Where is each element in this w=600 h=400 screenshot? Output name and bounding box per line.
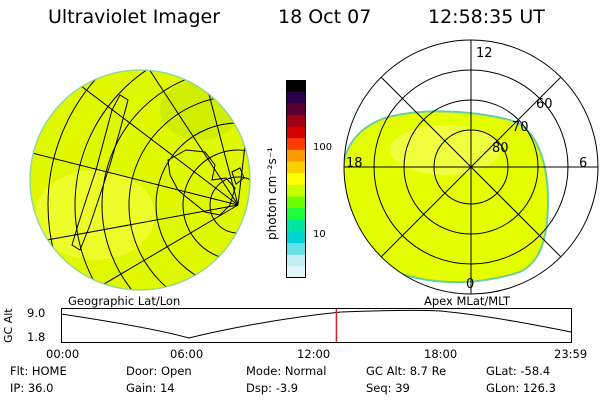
info-gc-alt: GC Alt: 8.7 Re (366, 364, 447, 378)
colorbar-tick-10: 10 (313, 229, 326, 240)
time-label: 12:58:35 UT (428, 6, 545, 28)
colorbar-segment (286, 114, 306, 128)
polar-emission-region (344, 110, 550, 284)
colorbar-segment (286, 231, 306, 244)
mlt-label-12: 12 (476, 46, 493, 61)
mlat-label-70: 70 (512, 120, 529, 135)
altitude-curve (61, 309, 572, 339)
colorbar-unit-label: photon cm⁻²s⁻¹ (265, 147, 279, 240)
info-gain: Gain: 14 (126, 381, 175, 395)
info-glat: GLat: -58.4 (486, 364, 551, 378)
info-seq: Seq: 39 (366, 381, 410, 395)
mlat-label-80: 80 (492, 141, 509, 156)
altitude-xtick-0: 00:00 (46, 347, 80, 361)
colorbar (286, 80, 306, 278)
mlt-label-18: 18 (346, 156, 363, 171)
colorbar-segment (286, 266, 306, 278)
colorbar-segment (286, 80, 306, 93)
colorbar-segment (286, 161, 306, 174)
mlt-label-6: 6 (579, 156, 588, 171)
mlat-label-60: 60 (536, 97, 553, 112)
info-ip: IP: 36.0 (10, 381, 54, 395)
date-label: 18 Oct 07 (278, 6, 372, 28)
altitude-tick-min: 1.8 (27, 330, 46, 344)
info-mode: Mode: Normal (246, 364, 327, 378)
colorbar-segment (286, 138, 306, 151)
polar-grid (343, 39, 599, 295)
colorbar-segment (286, 196, 306, 209)
mlt-label-0: 0 (466, 277, 475, 292)
apex-caption: Apex MLat/MLT (424, 294, 511, 308)
altitude-plot (61, 308, 572, 343)
colorbar-segment (286, 243, 306, 256)
info-dsp: Dsp: -3.9 (246, 381, 299, 395)
geographic-caption: Geographic Lat/Lon (68, 294, 181, 308)
altitude-xtick-4: 23:59 (554, 347, 588, 361)
colorbar-segment (286, 103, 306, 116)
info-flt: Flt: HOME (10, 364, 67, 378)
colorbar-segment (286, 91, 306, 104)
instrument-title: Ultraviolet Imager (48, 6, 221, 28)
colorbar-tick-100: 100 (313, 142, 333, 153)
colorbar-segment (286, 219, 306, 232)
altitude-xtick-2: 12:00 (297, 347, 331, 361)
altitude-xtick-1: 06:00 (170, 347, 204, 361)
colorbar-segment (286, 126, 306, 139)
colorbar-segment (286, 184, 306, 197)
colorbar-segment (286, 173, 306, 186)
colorbar-segment (286, 149, 306, 163)
altitude-xtick-3: 18:00 (424, 347, 458, 361)
colorbar-border (286, 80, 306, 278)
info-door: Door: Open (126, 364, 192, 378)
info-glon: GLon: 126.3 (486, 381, 556, 395)
altitude-tick-max: 9.0 (27, 306, 46, 320)
colorbar-segment (286, 208, 306, 221)
altitude-axis-label: GC Alt (2, 308, 15, 343)
colorbar-segment (286, 254, 306, 267)
altitude-plot-frame (61, 308, 572, 343)
